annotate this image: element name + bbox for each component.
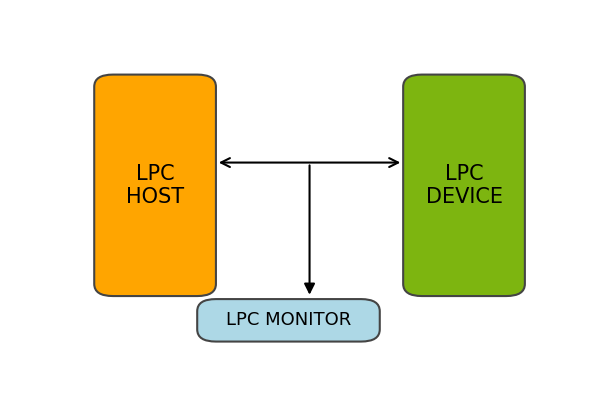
Text: LPC MONITOR: LPC MONITOR — [226, 311, 351, 329]
FancyBboxPatch shape — [403, 74, 525, 296]
Text: LPC
HOST: LPC HOST — [126, 164, 184, 207]
FancyBboxPatch shape — [94, 74, 216, 296]
FancyBboxPatch shape — [197, 299, 380, 342]
Text: LPC
DEVICE: LPC DEVICE — [426, 164, 503, 207]
